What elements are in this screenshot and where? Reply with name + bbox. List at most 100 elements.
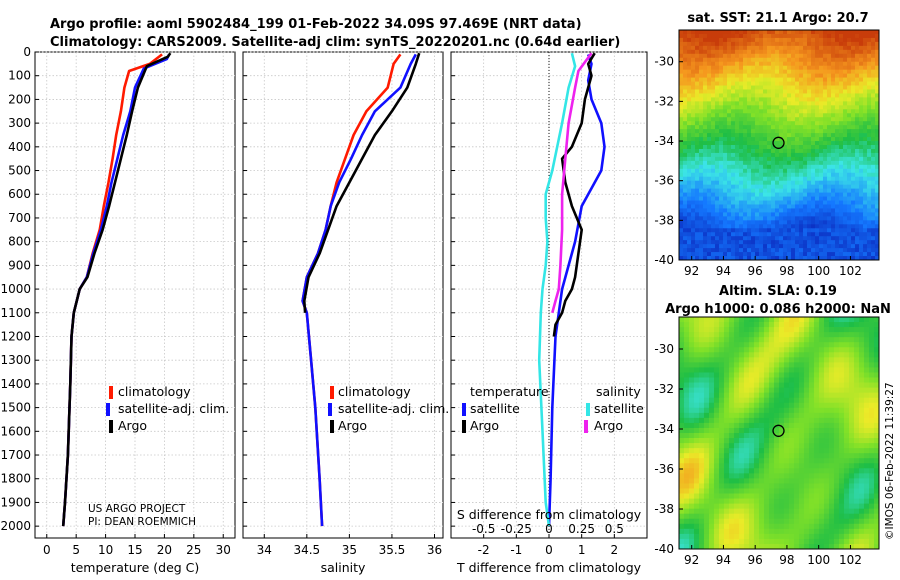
map-cell — [811, 232, 816, 237]
map-cell — [804, 357, 810, 363]
map-cell — [795, 61, 800, 67]
map-cell — [791, 53, 796, 59]
map-cell — [727, 232, 732, 237]
map-cell — [863, 184, 868, 190]
map-cell — [851, 73, 856, 78]
map-cell — [819, 367, 825, 373]
map-cell — [679, 141, 684, 146]
map-cell — [869, 322, 875, 328]
map-cell — [747, 65, 752, 71]
map-cell — [867, 45, 872, 51]
map-cell — [691, 240, 696, 245]
map-cell — [767, 224, 772, 229]
map-cell — [871, 164, 876, 170]
map-cell — [834, 422, 840, 429]
map-cell — [755, 148, 760, 154]
map-cell — [851, 49, 856, 55]
map-cell — [683, 172, 688, 178]
map-cell — [795, 97, 800, 102]
map-cell — [831, 77, 836, 82]
map-cell — [707, 216, 712, 221]
map-cell — [699, 208, 704, 213]
map-cell — [783, 49, 788, 55]
map-cell — [723, 244, 728, 249]
map-cell — [831, 216, 836, 221]
map-cell — [799, 433, 805, 439]
map-cell — [835, 212, 840, 217]
map-cell — [743, 156, 748, 162]
map-cell — [775, 248, 780, 253]
map-cell — [803, 89, 808, 94]
map-cell — [835, 93, 840, 98]
map-cell — [783, 156, 788, 162]
map-cell — [763, 212, 768, 217]
map-cell — [764, 387, 770, 394]
map-cell — [703, 93, 708, 98]
map-cell — [694, 352, 700, 358]
map-cell — [735, 188, 740, 193]
legend-label-s-argo: Argo — [594, 418, 623, 433]
map-cell — [703, 156, 708, 162]
map-cell — [699, 125, 704, 130]
map-cell — [755, 152, 760, 158]
map-cell — [847, 93, 852, 98]
map-cell — [835, 73, 840, 78]
map-cell — [731, 61, 736, 67]
map-cell — [819, 332, 825, 338]
map-cell — [755, 224, 760, 229]
map-cell — [744, 367, 750, 373]
map-cell — [727, 220, 732, 225]
map-cell — [794, 468, 800, 474]
map-cell — [775, 240, 780, 245]
map-cell — [855, 113, 860, 118]
map-cell — [755, 176, 760, 182]
map-cell — [787, 224, 792, 229]
map-cell — [824, 468, 830, 474]
map-cell — [727, 180, 732, 186]
map-cell — [815, 53, 820, 59]
map-cell — [859, 133, 864, 138]
map-cell — [819, 407, 825, 414]
map-cell — [724, 543, 730, 550]
map-cell — [749, 417, 755, 424]
map-cell — [839, 212, 844, 217]
map-cell — [774, 533, 780, 540]
map-cell — [779, 448, 785, 454]
map-cell — [839, 433, 845, 439]
map-cell — [843, 252, 848, 257]
map-cell — [835, 85, 840, 90]
map-cell — [704, 357, 710, 363]
map-cell — [695, 113, 700, 118]
map-cell — [775, 160, 780, 166]
map-cell — [719, 168, 724, 174]
map-cell — [771, 196, 776, 201]
map-cell — [794, 538, 800, 545]
map-cell — [729, 518, 735, 525]
map-cell — [719, 533, 725, 540]
map-cell — [815, 109, 820, 114]
map-cell — [699, 422, 705, 429]
map-cell — [823, 156, 828, 162]
map-cell — [847, 121, 852, 126]
map-cell — [767, 69, 772, 75]
map-cell — [714, 337, 720, 343]
map-cell — [804, 478, 810, 484]
map-cell — [679, 65, 684, 71]
map-cell — [714, 427, 720, 434]
map-cell — [875, 69, 880, 75]
map-cell — [849, 493, 855, 499]
map-cell — [744, 513, 750, 520]
map-cell — [764, 372, 770, 378]
map-cell — [854, 528, 860, 535]
map-cell — [679, 498, 685, 505]
map-cell — [715, 33, 720, 39]
map-cell — [694, 372, 700, 378]
map-cell — [779, 407, 785, 414]
map-cell — [783, 232, 788, 237]
map-cell — [719, 81, 724, 86]
map-cell — [739, 244, 744, 249]
map-cell — [831, 256, 836, 261]
map-cell — [759, 417, 765, 424]
map-cell — [819, 518, 825, 525]
map-cell — [864, 503, 870, 510]
